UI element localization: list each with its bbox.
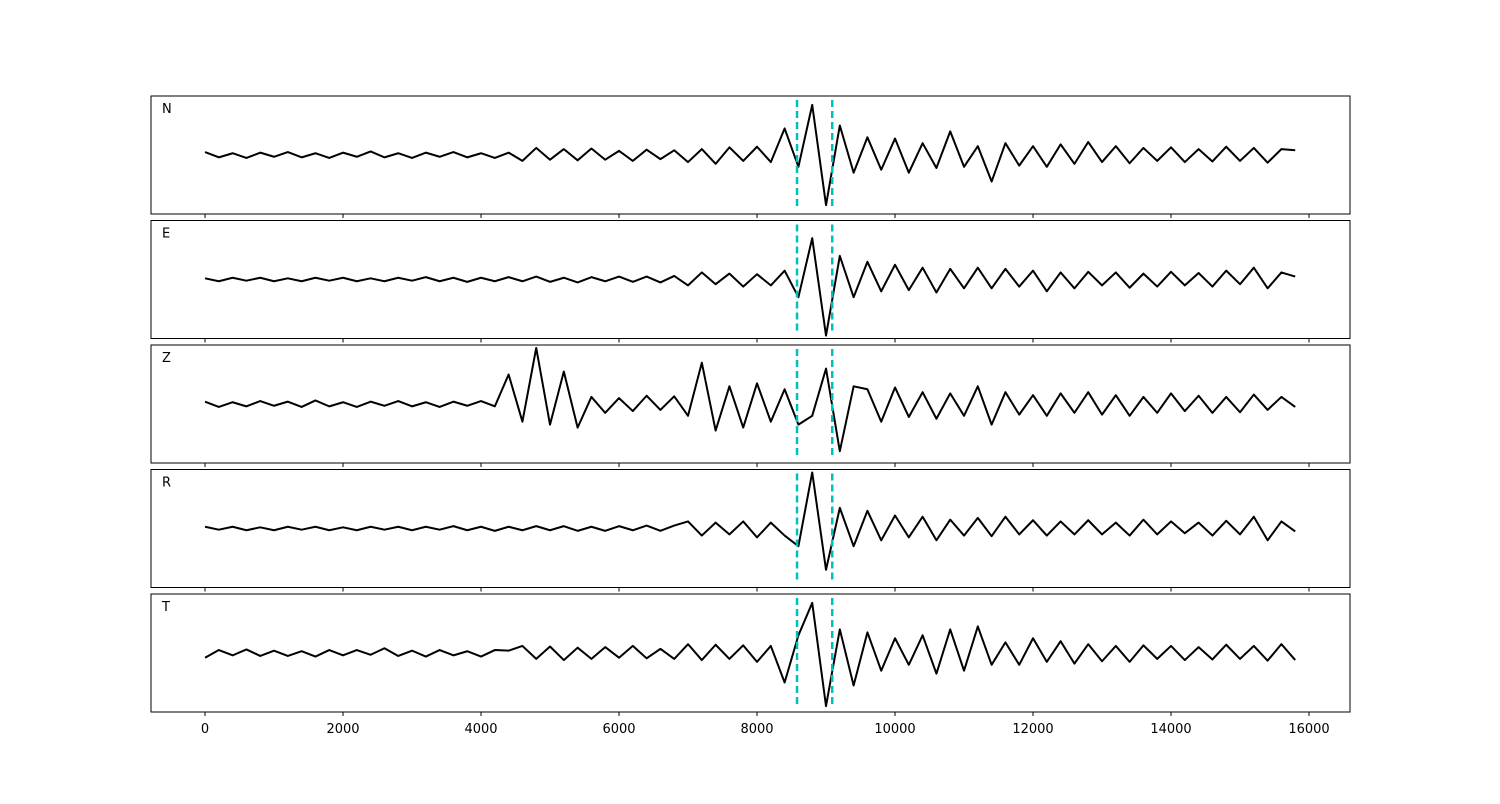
x-tick-label: 8000 [740, 722, 773, 737]
waveform [204, 103, 1296, 207]
panel-label: Z [162, 351, 171, 366]
panel: E [150, 220, 1351, 343]
waveform [204, 601, 1296, 708]
x-tick-label: 14000 [1150, 722, 1191, 737]
panel-label: E [162, 227, 170, 242]
x-tick-label: 12000 [1012, 722, 1053, 737]
plot-area [204, 598, 1296, 708]
plot-area [204, 346, 1296, 459]
panel: Z [150, 344, 1351, 467]
panel-label: R [162, 476, 171, 491]
panel-frame [150, 95, 1351, 215]
waveform [204, 346, 1296, 453]
plot-area [204, 224, 1296, 337]
waveform [204, 471, 1296, 571]
x-tick-label: 2000 [326, 722, 359, 737]
panel: N [150, 95, 1351, 218]
panel-frame [150, 469, 1351, 588]
panel: T 0 2000 4000 6000 8000 10000 12000 14000 16000 [150, 593, 1351, 737]
x-tick-label: 4000 [464, 722, 497, 737]
panel-label: T [161, 600, 170, 615]
plot-area [204, 100, 1296, 210]
x-tick-label: 0 [201, 722, 209, 737]
panel-label: N [162, 102, 172, 117]
panel: R [150, 469, 1351, 592]
x-tick-label: 16000 [1288, 722, 1329, 737]
x-tick-label: 10000 [874, 722, 915, 737]
waveform [204, 237, 1296, 337]
plot-area [204, 471, 1296, 584]
panel-frame [150, 220, 1351, 339]
x-tick-label: 6000 [602, 722, 635, 737]
panel-frame [150, 593, 1351, 713]
panel-frame [150, 344, 1351, 464]
